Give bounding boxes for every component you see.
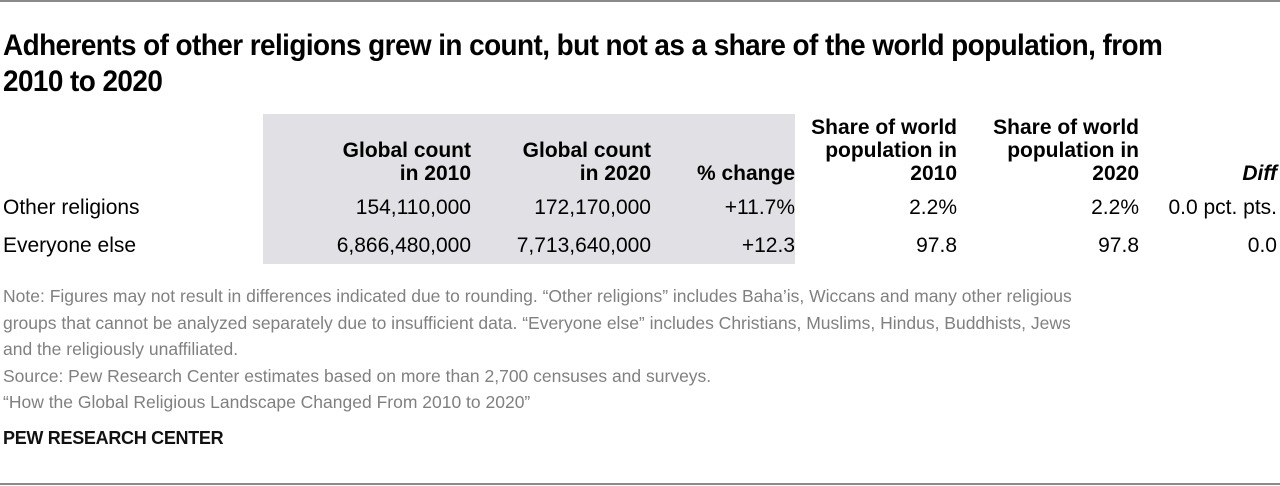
cell-diff: 0.0 pct. pts. [1168, 196, 1277, 219]
header-line: in 2020 [579, 162, 651, 185]
highlight-band [263, 114, 795, 264]
header-line: in 2010 [399, 162, 471, 185]
header-share-2010: Share of world population in 2010 [790, 116, 957, 185]
source-line: Source: Pew Research Center estimates ba… [3, 365, 712, 386]
header-line: % change [696, 162, 795, 185]
header-share-2020: Share of world population in 2020 [970, 116, 1139, 185]
cell-count-2020: 172,170,000 [534, 196, 651, 219]
notes-block: Note: Figures may not result in differen… [3, 283, 1278, 416]
header-pct-change: % change [660, 162, 795, 185]
cell-share-2010: 2.2% [909, 196, 957, 219]
cell-count-2010: 6,866,480,000 [336, 234, 471, 257]
cell-share-2020: 97.8 [1098, 234, 1139, 257]
header-line: Share of world [993, 116, 1139, 139]
header-diff: Diff [1150, 162, 1277, 185]
chart-title: Adherents of other religions grew in cou… [3, 29, 1163, 98]
header-line: Diff [1242, 162, 1277, 185]
header-line: population in [825, 139, 957, 162]
header-line: population in [1007, 139, 1139, 162]
note-line: Note: Figures may not result in differen… [3, 286, 1072, 306]
cell-count-2020: 7,713,640,000 [516, 234, 651, 257]
header-line: Share of world [811, 116, 957, 139]
cell-diff: 0.0 [1247, 234, 1277, 257]
note-line: groups that cannot be analyzed separatel… [3, 312, 1071, 333]
cell-pct-change: +12.3 [741, 234, 795, 257]
cell-share-2020: 2.2% [1091, 196, 1139, 219]
brand-logo-text: PEW RESEARCH CENTER [3, 428, 224, 448]
row-label-everyone-else: Everyone else [3, 234, 137, 257]
cell-pct-change: +11.7% [724, 196, 795, 219]
cell-count-2010: 154,110,000 [355, 196, 471, 219]
row-label-other-religions: Other religions [3, 196, 140, 219]
header-count-2020: Global count in 2020 [480, 139, 651, 185]
top-rule [0, 0, 1280, 2]
header-line: 2010 [910, 162, 957, 185]
header-line: Global count [342, 139, 471, 162]
bottom-rule [0, 483, 1280, 485]
header-line: Global count [522, 139, 651, 162]
report-title-line: “How the Global Religious Landscape Chan… [3, 392, 531, 412]
header-line: 2020 [1092, 162, 1139, 185]
note-line: and the religiously unaffiliated. [3, 339, 239, 359]
cell-share-2010: 97.8 [916, 234, 957, 257]
header-count-2010: Global count in 2010 [300, 139, 471, 185]
